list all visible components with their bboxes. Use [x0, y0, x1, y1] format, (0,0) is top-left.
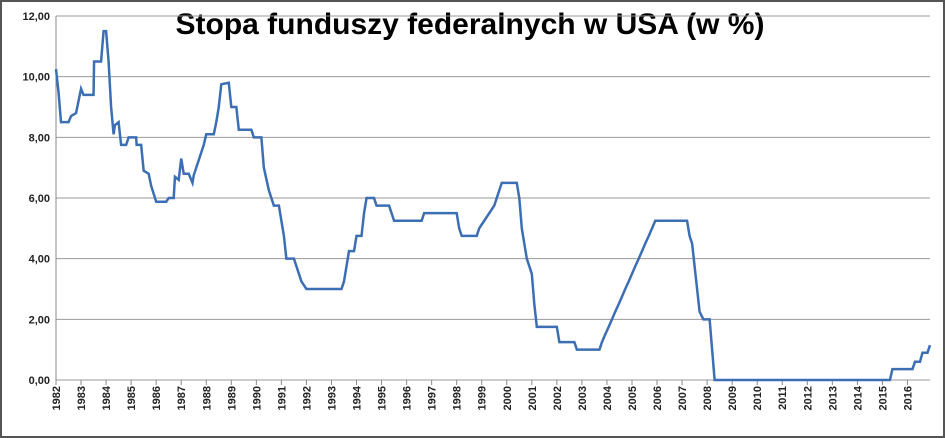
- y-tick-label: 12,00: [22, 11, 50, 23]
- x-tick-label: 2009: [727, 386, 739, 410]
- x-tick-label: 2006: [652, 386, 664, 410]
- x-tick-label: 2003: [577, 386, 589, 410]
- y-tick-label: 2,00: [29, 314, 50, 326]
- x-tick-label: 2010: [752, 386, 764, 410]
- x-tick-label: 1983: [76, 386, 88, 410]
- x-tick-label: 1987: [176, 386, 188, 410]
- x-tick-label: 2005: [627, 386, 639, 410]
- x-tick-label: 1991: [276, 386, 288, 410]
- x-tick-label: 1985: [126, 386, 138, 410]
- data-line: [54, 29, 932, 382]
- x-tick-label: 1992: [301, 386, 313, 410]
- x-tick-label: 2016: [902, 386, 914, 410]
- x-tick-label: 1990: [251, 386, 263, 410]
- x-tick-label: 1999: [477, 386, 489, 410]
- x-tick-label: 1995: [377, 386, 389, 410]
- x-tick-label: 1986: [151, 386, 163, 410]
- x-tick-label: 1993: [326, 386, 338, 410]
- x-tick-label: 1984: [101, 385, 113, 410]
- x-tick-label: 1997: [427, 386, 439, 410]
- x-tick-label: 1988: [201, 386, 213, 410]
- x-tick-label: 2013: [827, 386, 839, 410]
- x-tick-label: 2008: [702, 386, 714, 410]
- x-tick-label: 1982: [51, 386, 63, 410]
- x-tick-label: 2000: [502, 386, 514, 410]
- y-tick-label: 8,00: [29, 132, 50, 144]
- x-tick-label: 2007: [677, 386, 689, 410]
- y-tick-label: 6,00: [29, 193, 50, 205]
- y-tick-label: 0,00: [29, 375, 50, 387]
- x-tick-label: 1994: [352, 385, 364, 410]
- x-tick-label: 2004: [602, 385, 614, 410]
- chart-title: Stopa funduszy federalnych w USA (w %): [176, 8, 765, 41]
- y-tick-label: 10,00: [22, 72, 50, 84]
- x-tick-label: 1989: [226, 386, 238, 410]
- x-tick-label: 2001: [527, 386, 539, 410]
- x-tick-label: 2014: [852, 385, 864, 410]
- x-tick-label: 2012: [802, 386, 814, 410]
- x-tick-label: 2011: [777, 386, 789, 410]
- x-tick-label: 1996: [402, 386, 414, 410]
- x-tick-label: 2015: [877, 386, 889, 410]
- x-tick-label: 1998: [452, 386, 464, 410]
- y-tick-label: 4,00: [29, 254, 50, 266]
- x-tick-label: 2002: [552, 386, 564, 410]
